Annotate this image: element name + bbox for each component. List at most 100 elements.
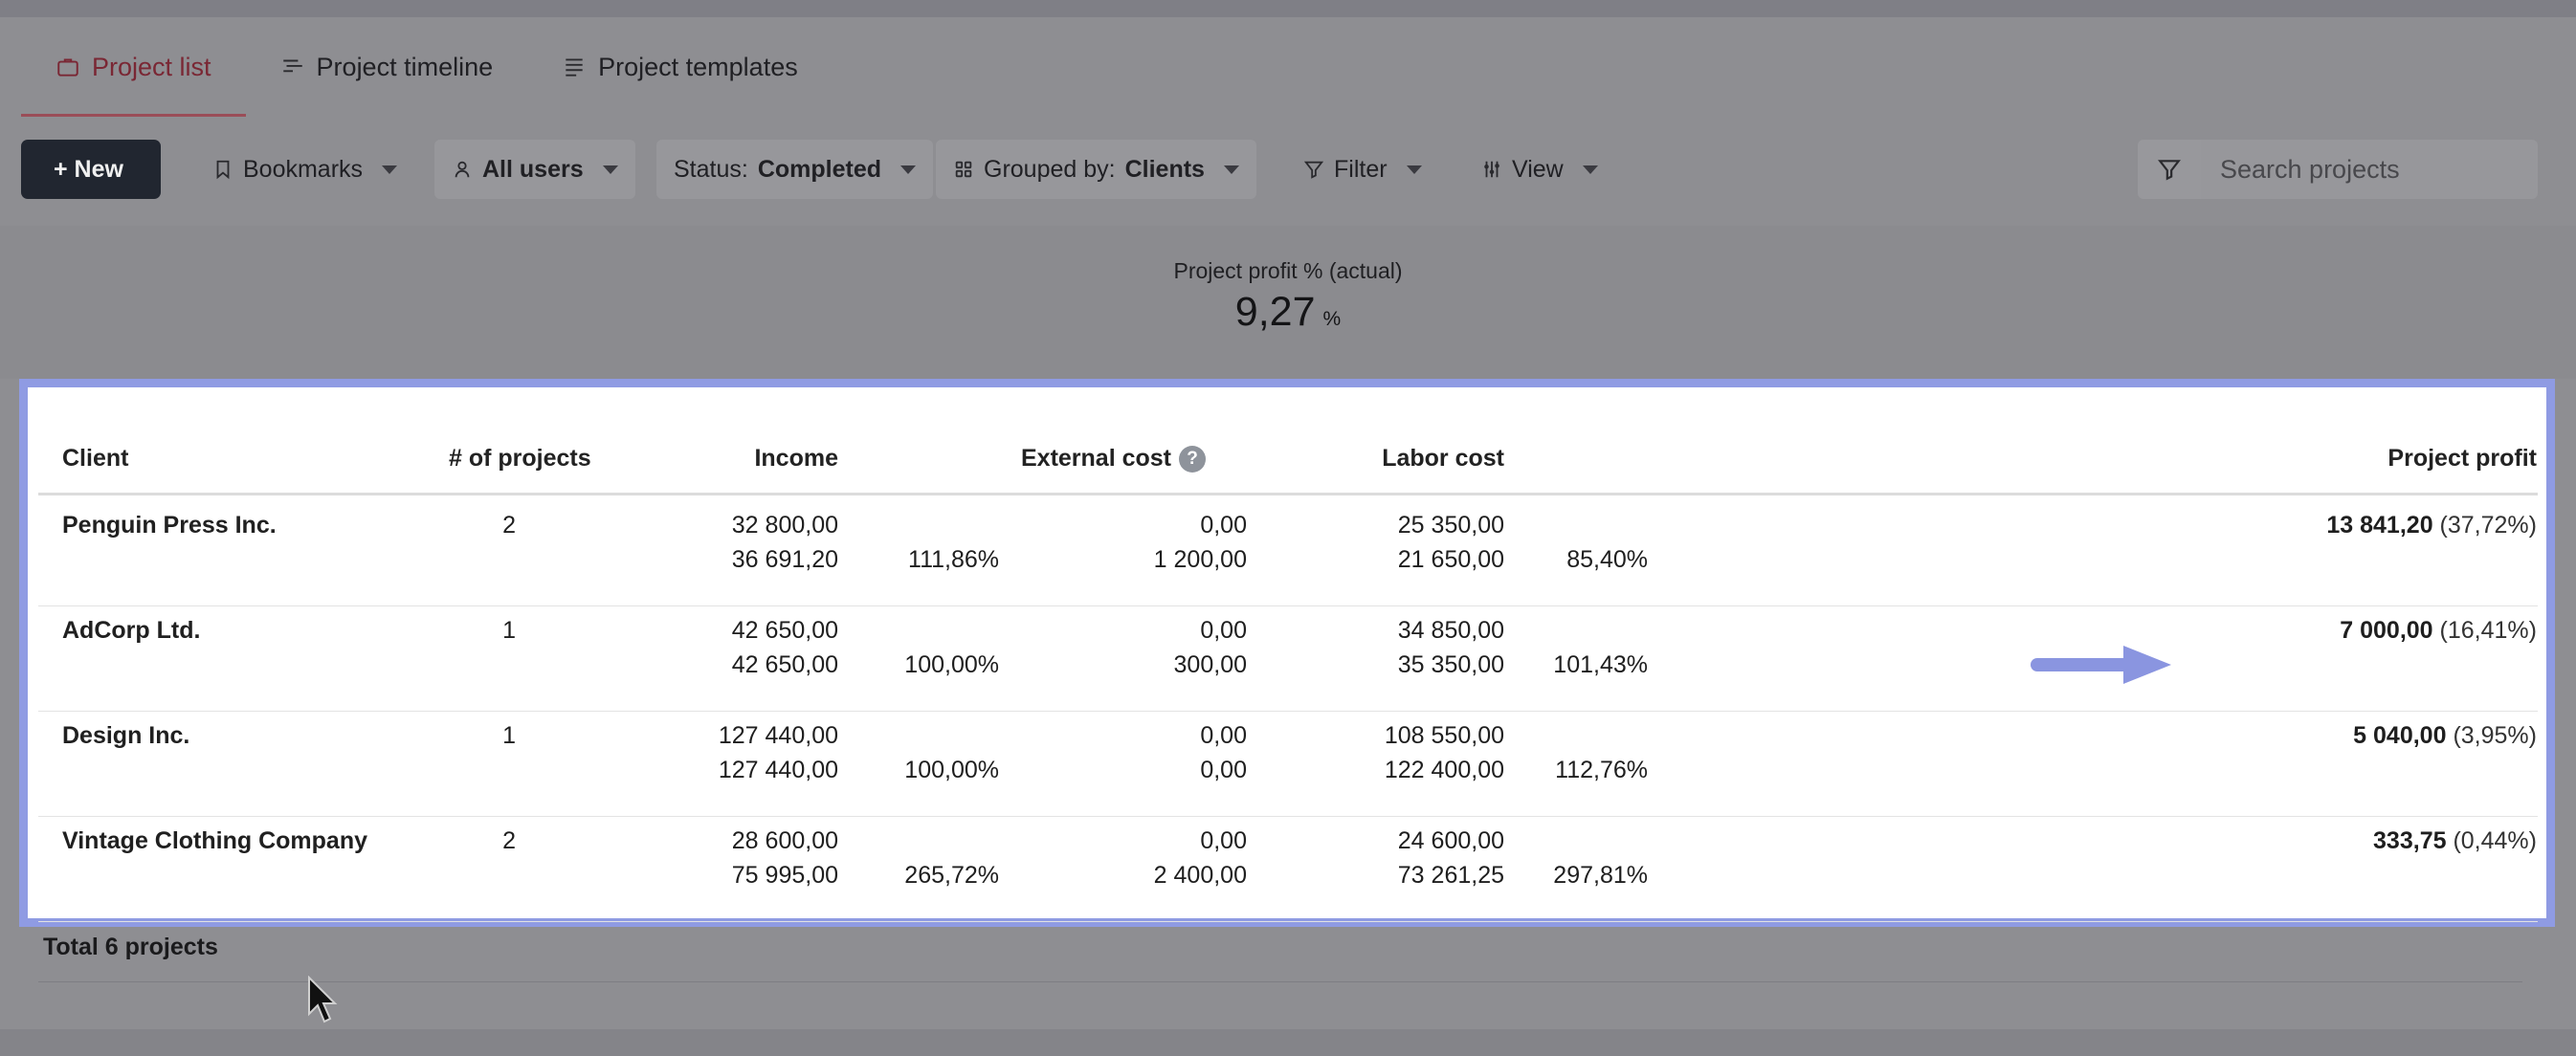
funnel-icon	[2158, 160, 2181, 181]
external-cost-actual: 300,00	[1173, 651, 1247, 678]
status-prefix: Status:	[674, 155, 748, 183]
total-projects-label: Total 6 projects	[43, 934, 218, 960]
header-income[interactable]: Income	[754, 445, 838, 472]
tab-project-list[interactable]: Project list	[21, 17, 246, 117]
labor-cost-planned: 24 600,00	[1397, 827, 1504, 854]
user-icon	[455, 161, 470, 178]
profit-value: 13 841,20	[2326, 512, 2433, 539]
project-count: 2	[502, 512, 516, 539]
projects-table-card: Client # of projects Income External cos…	[19, 379, 2555, 927]
labor-cost-planned: 34 850,00	[1397, 617, 1504, 644]
tab-label: Project list	[92, 52, 211, 81]
labor-percent: 297,81%	[1553, 862, 1648, 889]
total-divider	[38, 981, 2522, 982]
kpi-unit: %	[1322, 308, 1342, 330]
chevron-down-icon	[900, 165, 917, 174]
client-name[interactable]: Penguin Press Inc.	[62, 512, 277, 539]
external-cost-planned: 0,00	[1200, 827, 1247, 854]
sliders-icon	[1484, 161, 1499, 178]
chevron-down-icon	[1406, 165, 1422, 174]
chevron-down-icon	[1223, 165, 1239, 174]
timeline-icon	[282, 59, 302, 73]
view-dropdown[interactable]: View	[1464, 140, 1615, 199]
users-label: All users	[482, 155, 584, 183]
funnel-icon	[1303, 161, 1324, 179]
template-list-icon	[566, 58, 583, 77]
labor-percent: 101,43%	[1553, 651, 1648, 678]
header-client[interactable]: Client	[62, 445, 129, 472]
profit-percent: (0,44%)	[2453, 827, 2537, 854]
income-actual: 42 650,00	[731, 651, 838, 678]
header-project-profit[interactable]: Project profit	[2387, 445, 2537, 472]
bookmark-icon	[216, 160, 230, 180]
status-dropdown[interactable]: Status: Completed	[656, 140, 934, 199]
header-divider	[38, 493, 2538, 495]
bookmarks-dropdown[interactable]: Bookmarks	[195, 140, 414, 199]
external-cost-planned: 0,00	[1200, 722, 1247, 749]
labor-cost-planned: 25 350,00	[1397, 512, 1504, 539]
income-actual: 75 995,00	[731, 862, 838, 889]
search-filter-button[interactable]	[2138, 140, 2201, 199]
income-percent: 111,86%	[908, 546, 999, 573]
profit-value: 7 000,00	[2340, 617, 2433, 644]
client-name[interactable]: AdCorp Ltd.	[62, 617, 201, 644]
external-cost-planned: 0,00	[1200, 512, 1247, 539]
income-percent: 100,00%	[904, 757, 999, 783]
labor-cost-planned: 108 550,00	[1384, 722, 1504, 749]
filter-dropdown[interactable]: Filter	[1286, 140, 1439, 199]
kpi-section	[0, 226, 2576, 379]
bookmarks-label: Bookmarks	[243, 155, 364, 183]
income-planned: 127 440,00	[718, 722, 838, 749]
external-cost-label: External cost	[1021, 445, 1172, 472]
income-percent: 100,00%	[904, 651, 999, 678]
briefcase-icon	[57, 58, 78, 77]
arrow-right-icon	[2031, 646, 2171, 684]
income-planned: 32 800,00	[731, 512, 838, 539]
row-divider	[38, 921, 2538, 922]
project-profit: 7 000,00 (16,41%)	[2133, 617, 2537, 645]
profit-percent: (16,41%)	[2439, 617, 2537, 644]
new-project-button[interactable]: + New	[21, 140, 161, 199]
income-percent: 265,72%	[904, 862, 999, 889]
tab-label: Project timeline	[316, 52, 494, 81]
labor-percent: 85,40%	[1566, 546, 1648, 573]
tab-label: Project templates	[598, 52, 798, 81]
labor-cost-actual: 122 400,00	[1384, 757, 1504, 783]
income-planned: 28 600,00	[731, 827, 838, 854]
chevron-down-icon	[602, 165, 618, 174]
tab-project-templates[interactable]: Project templates	[527, 17, 833, 117]
income-planned: 42 650,00	[731, 617, 838, 644]
project-count: 2	[502, 827, 516, 854]
header-labor-cost[interactable]: Labor cost	[1382, 445, 1504, 472]
kpi-number: 9,27	[1234, 289, 1316, 335]
search-bar	[2138, 140, 2538, 199]
window-bottom-strip	[0, 1029, 2576, 1056]
header-projects[interactable]: # of projects	[449, 445, 591, 472]
external-cost-actual: 2 400,00	[1153, 862, 1247, 889]
project-profit: 13 841,20 (37,72%)	[2133, 512, 2537, 539]
project-profit: 5 040,00 (3,95%)	[2133, 722, 2537, 750]
labor-cost-actual: 73 261,25	[1397, 862, 1504, 889]
client-name[interactable]: Vintage Clothing Company	[62, 827, 367, 854]
header-external-cost[interactable]: External cost?	[1021, 445, 1207, 473]
grouped-by-dropdown[interactable]: Grouped by: Clients	[936, 140, 1256, 199]
labor-cost-actual: 35 350,00	[1397, 651, 1504, 678]
labor-percent: 112,76%	[1555, 757, 1648, 783]
profit-value: 5 040,00	[2353, 722, 2447, 749]
kpi-label: Project profit % (actual)	[1173, 258, 1403, 283]
external-cost-actual: 0,00	[1200, 757, 1247, 783]
filter-label: Filter	[1334, 155, 1388, 183]
grid-icon	[955, 161, 972, 178]
tab-project-timeline[interactable]: Project timeline	[246, 17, 528, 117]
profit-percent: (3,95%)	[2453, 722, 2537, 749]
search-input[interactable]	[2201, 140, 2538, 199]
row-divider	[38, 816, 2538, 817]
toolbar: + New Bookmarks All users Status: Comple…	[21, 140, 2538, 199]
chevron-down-icon	[382, 165, 398, 174]
client-name[interactable]: Design Inc.	[62, 722, 190, 749]
chevron-down-icon	[1582, 165, 1598, 174]
income-actual: 127 440,00	[718, 757, 838, 783]
external-cost-planned: 0,00	[1200, 617, 1247, 644]
help-icon[interactable]: ?	[1179, 446, 1207, 473]
users-dropdown[interactable]: All users	[434, 140, 635, 199]
